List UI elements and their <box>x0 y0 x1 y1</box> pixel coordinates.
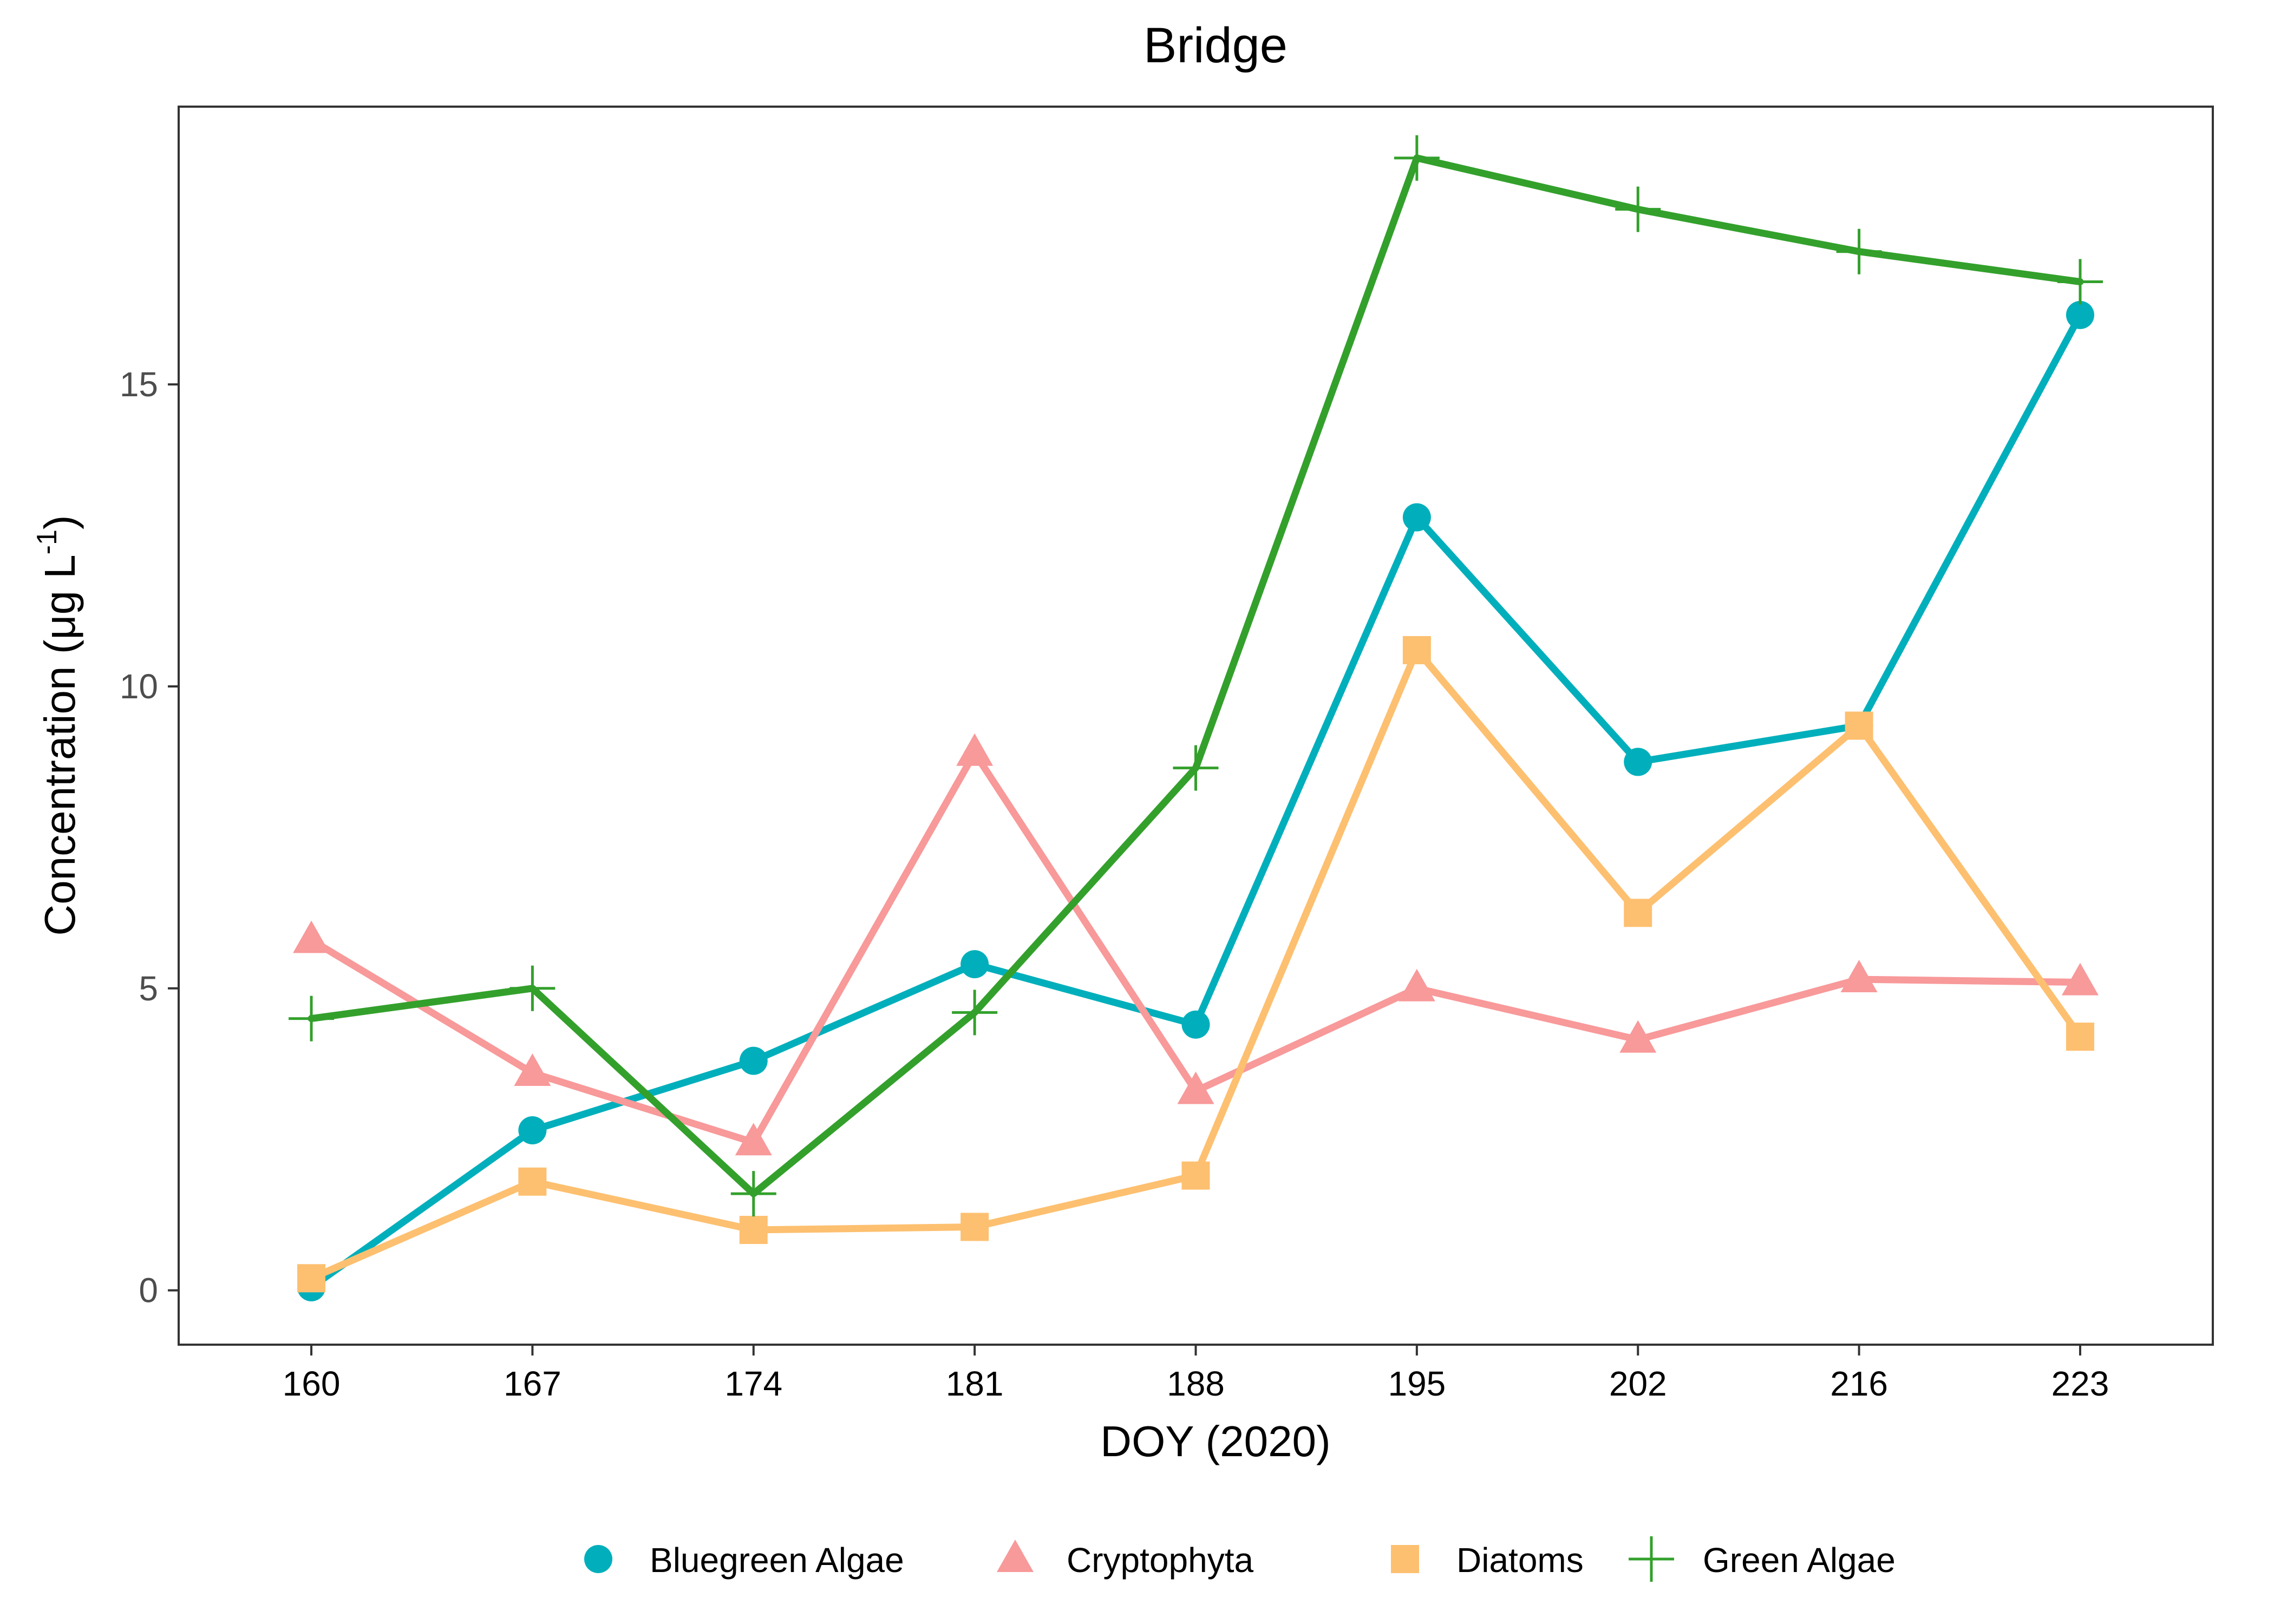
x-tick-label-188: 188 <box>1167 1364 1225 1403</box>
series-1-point-216 <box>1840 960 1878 993</box>
x-tick-label-160: 160 <box>283 1364 341 1403</box>
series-1-point-188 <box>1177 1071 1214 1104</box>
series-0-point-195 <box>1402 503 1431 532</box>
legend-key-3 <box>1629 1536 1674 1582</box>
y-axis-label-sup: -1 <box>31 529 63 554</box>
legend-label-0: Bluegreen Algae <box>650 1541 904 1580</box>
series-3-point-202 <box>1615 186 1661 232</box>
series-2-point-188 <box>1181 1161 1210 1190</box>
series-2-point-195 <box>1402 636 1431 665</box>
series-2-point-160 <box>297 1264 326 1293</box>
series-1-point-167 <box>514 1053 551 1086</box>
series-1-point-174 <box>735 1123 772 1156</box>
series-3-point-160 <box>289 996 335 1042</box>
y-axis-label-close: ) <box>36 515 84 529</box>
series-2-point-223 <box>2066 1023 2094 1051</box>
series-0-point-188 <box>1181 1010 1210 1039</box>
x-tick-label-167: 167 <box>504 1364 561 1403</box>
y-axis-label-main: Concentration (μg L <box>36 554 84 935</box>
series-3-point-174 <box>730 1171 776 1217</box>
series-0-point-223 <box>2066 300 2094 329</box>
x-tick-label-181: 181 <box>946 1364 1004 1403</box>
series-0-point-167 <box>518 1116 547 1144</box>
series-2-point-174 <box>739 1216 768 1245</box>
x-tick-label-195: 195 <box>1388 1364 1446 1403</box>
series-3-point-181 <box>952 990 998 1036</box>
series-2-point-216 <box>1845 711 1873 740</box>
series-3-point-216 <box>1836 228 1882 274</box>
x-axis: 160 167 174 181 188 195 202 216 223 <box>283 1345 2109 1403</box>
series-3-point-167 <box>509 965 556 1011</box>
series-1-point-160 <box>293 920 330 953</box>
series-1-point-202 <box>1619 1020 1657 1053</box>
legend-label-1: Cryptophyta <box>1067 1541 1253 1580</box>
chart-title: Bridge <box>1143 18 1288 73</box>
y-axis-label: Concentration (μg L-1) <box>31 515 84 935</box>
x-tick-label-216: 216 <box>1830 1364 1888 1403</box>
legend-key-2 <box>1391 1545 1419 1573</box>
series-3-point-188 <box>1173 745 1219 791</box>
series-3-point-223 <box>2057 259 2103 305</box>
legend-key-0 <box>584 1545 612 1573</box>
x-tick-label-223: 223 <box>2051 1364 2109 1403</box>
series-2-point-181 <box>960 1213 989 1241</box>
legend: Bluegreen Algae Cryptophyta Diatoms Green A… <box>584 1536 1896 1582</box>
y-tick-label-5: 5 <box>139 969 158 1008</box>
series-0-point-181 <box>960 950 989 979</box>
series-3-point-195 <box>1394 135 1440 181</box>
y-tick-label-15: 15 <box>120 365 158 404</box>
legend-label-3: Green Algae <box>1703 1541 1896 1580</box>
legend-key-1 <box>997 1540 1034 1572</box>
x-tick-label-174: 174 <box>724 1364 782 1403</box>
series-1-point-195 <box>1398 968 1435 1001</box>
x-axis-label: DOY (2020) <box>1100 1417 1330 1465</box>
legend-label-2: Diatoms <box>1456 1541 1584 1580</box>
series-2-point-202 <box>1624 899 1652 927</box>
series-1-point-181 <box>956 733 994 766</box>
series-1-point-223 <box>2061 962 2099 996</box>
y-tick-label-10: 10 <box>120 667 158 706</box>
plot-area <box>178 106 2214 1346</box>
y-axis: 0 5 10 15 <box>120 365 179 1310</box>
series-0-point-202 <box>1624 748 1652 776</box>
series-layer <box>289 135 2103 1302</box>
series-0-point-174 <box>739 1046 768 1075</box>
x-tick-label-202: 202 <box>1609 1364 1667 1403</box>
y-tick-label-0: 0 <box>139 1271 158 1310</box>
series-2-point-167 <box>518 1167 547 1196</box>
